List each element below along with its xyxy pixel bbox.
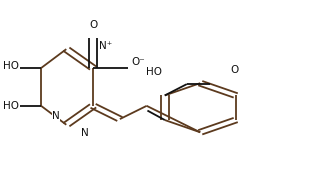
Text: N⁺: N⁺ [100,41,113,51]
Text: O⁻: O⁻ [131,57,145,67]
Text: N: N [81,128,89,138]
Text: O: O [89,20,97,29]
Text: HO: HO [147,67,163,77]
Text: HO: HO [3,61,19,71]
Text: HO: HO [3,101,19,111]
Text: N: N [52,111,60,121]
Text: O: O [230,65,238,75]
